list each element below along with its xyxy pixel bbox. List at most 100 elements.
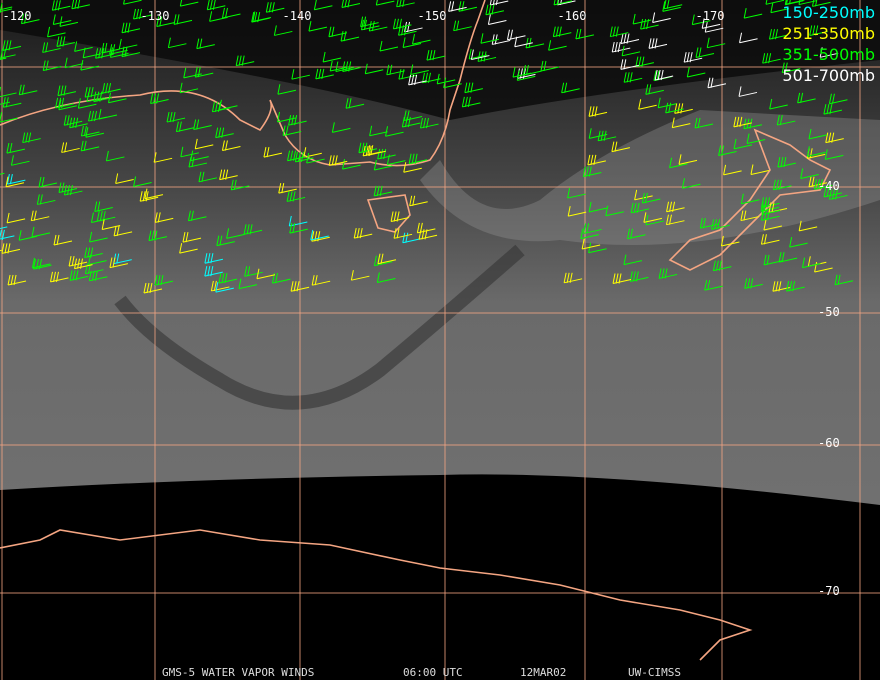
wind-barb [5, 176, 25, 188]
wind-barb [621, 45, 641, 57]
wind-barb [453, 20, 472, 32]
wind-barb [88, 254, 107, 266]
wind-barb [746, 133, 766, 145]
wind-barb [294, 151, 314, 163]
barb-feather [113, 225, 117, 236]
wind-barb [288, 115, 307, 126]
barb-feather [225, 169, 229, 180]
wind-barb [179, 82, 199, 94]
barb-shaft [133, 181, 152, 187]
barb-feather [151, 230, 155, 241]
wind-barb [597, 130, 617, 142]
wind-barb [154, 212, 174, 223]
barb-feather [578, 28, 582, 40]
wind-barb [699, 218, 719, 229]
wind-barb [654, 69, 674, 81]
wind-barb [193, 119, 212, 130]
wind-barb [329, 60, 349, 72]
barb-shaft [678, 159, 698, 165]
barb-feather [166, 111, 170, 123]
barb-feather [680, 103, 684, 114]
barb-feather [786, 0, 788, 5]
barb-feather [191, 156, 195, 168]
wind-barb [641, 192, 661, 204]
barb-feather [615, 273, 619, 284]
barb-feather [278, 183, 282, 194]
barb-feather [658, 268, 662, 279]
wind-barb [377, 148, 396, 160]
barb-feather [102, 83, 106, 94]
barb-feather [139, 8, 143, 20]
barb-feather [56, 234, 60, 246]
barb-feather [778, 252, 782, 263]
barb-feather [108, 83, 112, 94]
wind-barb [345, 98, 365, 109]
barb-feather [182, 232, 186, 243]
barb-feather [651, 38, 655, 49]
barb-feather [467, 96, 471, 107]
barb-feather [252, 11, 256, 22]
barb-feather [695, 47, 699, 58]
barb-feather [789, 281, 793, 292]
barb-feather [641, 56, 645, 67]
wind-barb [824, 149, 844, 160]
barb-feather [633, 202, 637, 213]
barb-feather [63, 184, 67, 196]
barb-shaft [53, 20, 72, 26]
wind-barb [563, 272, 583, 284]
wind-barb [468, 48, 488, 60]
barb-feather [806, 146, 810, 157]
barb-feather [224, 140, 228, 151]
barb-feather [0, 48, 4, 59]
barb-shaft [682, 183, 701, 189]
barb-feather [740, 193, 744, 204]
barb-feather [167, 37, 171, 48]
barb-shaft [308, 26, 328, 32]
barb-feather [80, 258, 84, 269]
wind-barb [360, 19, 380, 31]
barb-feather [580, 228, 584, 239]
barb-feather [623, 72, 627, 83]
wind-barb [770, 2, 789, 14]
barb-feather [218, 99, 222, 110]
barb-feather [331, 122, 335, 133]
wind-barb [64, 57, 84, 69]
wind-barb [681, 178, 701, 189]
barb-feather [807, 256, 811, 267]
barb-feather [89, 231, 93, 243]
wind-barb [156, 16, 175, 27]
wind-barb [683, 52, 703, 63]
barb-feather [9, 174, 13, 185]
wind-barb [648, 38, 668, 49]
wind-barb [393, 228, 413, 239]
wind-barb [215, 282, 234, 293]
barb-feather [20, 13, 24, 24]
barb-feather [364, 63, 368, 74]
barb-feather [360, 19, 364, 30]
barb-feather [149, 282, 153, 294]
barb-feather [789, 0, 791, 5]
barb-feather [341, 0, 344, 8]
barb-feather [287, 150, 291, 161]
wind-barb [814, 261, 833, 273]
wind-barb [575, 28, 594, 40]
barb-feather [461, 96, 465, 107]
barb-feather [663, 0, 667, 9]
wind-barb [209, 11, 228, 22]
barb-feather [35, 259, 39, 270]
barb-feather [662, 1, 666, 12]
barb-shaft [74, 46, 93, 52]
barb-feather [94, 201, 98, 212]
footer-text: UW-CIMSS [628, 666, 681, 679]
barb-feather [207, 253, 211, 264]
barb-feather [666, 201, 670, 212]
barb-feather [210, 266, 214, 277]
barb-feather [760, 234, 764, 245]
barb-feather [506, 29, 510, 40]
barb-shaft [0, 101, 11, 105]
barb-feather [743, 8, 747, 19]
barb-feather [104, 42, 108, 54]
wind-barb [763, 254, 783, 266]
wind-barb [781, 62, 801, 74]
barb-feather [221, 272, 225, 284]
